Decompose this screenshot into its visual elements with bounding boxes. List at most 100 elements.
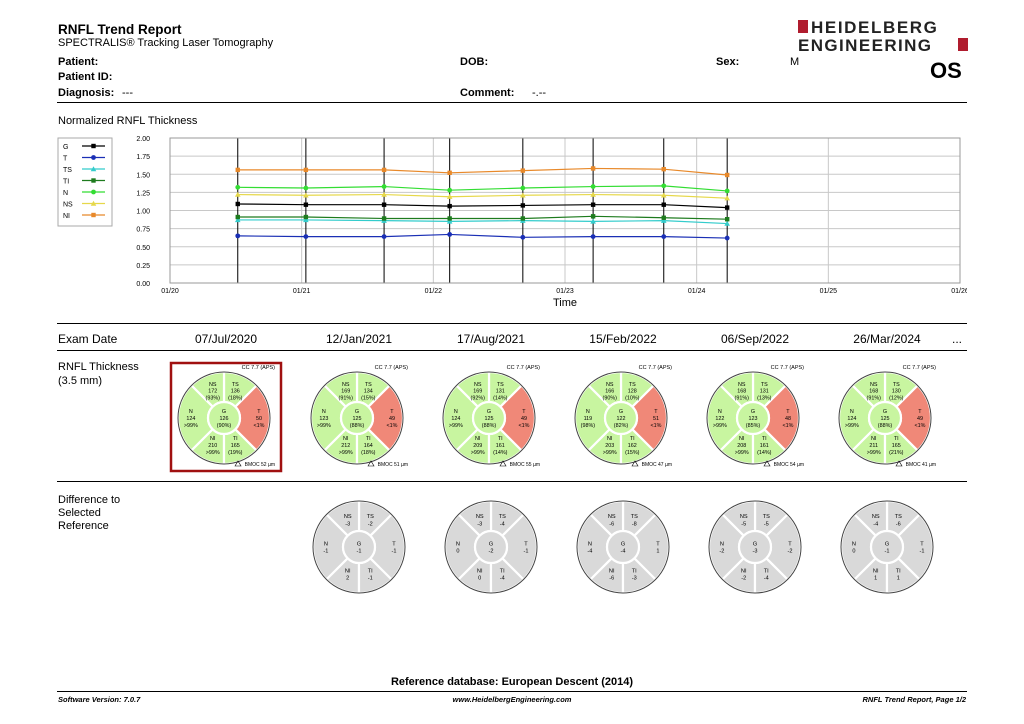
data-point [303,217,309,223]
sector-label-n: 122 [715,416,724,422]
difference-outline [840,500,934,594]
sector-label-ns: -3 [477,521,482,527]
sector-label-ns: 172 [208,389,217,395]
y-tick-label: 0.75 [136,227,150,234]
sector-label-t: 1 [656,549,659,555]
y-tick-label: 0.50 [136,245,150,252]
data-point [520,185,526,191]
sector-label-ts: TS [367,514,374,520]
data-point [235,167,240,173]
thickness-outline [177,371,271,465]
sector-label-ts: (12%) [889,396,904,402]
sector-label-ts: TS [365,382,372,388]
sector-label-ts: 130 [892,389,901,395]
sector-label-g: G [357,541,361,547]
sector-label-ni: NI [609,569,615,575]
sector-label-ti: TI [894,436,899,442]
exam-date-2[interactable]: 17/Aug/2021 [456,332,526,346]
thickness-circle-5[interactable]: G125(88%)T49<1%TS130(12%)NS168(91%)N124>… [830,361,944,473]
x-tick-label: 01/21 [293,288,311,295]
sector-label-ti: TI [500,569,505,575]
data-point [303,214,309,220]
exam-date-0[interactable]: 07/Jul/2020 [194,332,258,346]
delta-icon [499,460,507,467]
sector-label-ns: 166 [605,389,614,395]
sector-label-g: (88%) [482,423,497,429]
sector-label-ni: 208 [737,443,746,449]
sector-label-ni: NI [345,569,351,575]
data-point [381,202,387,207]
comment-label: Comment: [460,87,515,99]
sector-label-ts: TS [893,382,900,388]
series-g [235,201,730,210]
legend-item: T [63,155,105,163]
thickness-label: RNFL Thickness [58,361,139,373]
sector-label-g: (85%) [746,423,761,429]
exam-date-5[interactable]: 26/Mar/2024 [853,332,921,346]
difference-label-2: Selected [58,507,101,519]
sector-label-n: 123 [319,416,328,422]
svg-text:HEIDELBERG: HEIDELBERG [811,19,938,37]
legend-item: TI [63,178,105,186]
sector-label-ns: -4 [873,521,878,527]
exam-date-divider [57,350,967,351]
y-tick-label: 0.25 [136,263,150,270]
sector-label-g: G [222,409,226,415]
data-point [447,216,452,221]
sector-label-ts: 131 [760,389,769,395]
thickness-circle-0[interactable]: G126(90%)T50<1%TS136(18%)NS172(93%)N124>… [169,361,283,473]
exam-date-3[interactable]: 15/Feb/2022 [589,332,657,346]
sector-label-ni: NI [475,436,480,442]
sector-label-n: 0 [456,549,459,555]
sector-label-ni: >99% [206,450,220,456]
sector-label-ts: TS [629,382,636,388]
exam-date-4[interactable]: 06/Sep/2022 [720,332,790,346]
trend-chart: 0.00 0.25 0.50 0.75 1.00 1.25 1.50 1.75 2.00 01/2… [57,136,967,309]
data-point [303,185,309,191]
sector-label-ti: 162 [628,443,637,449]
sector-g [603,400,639,436]
exam-date-1[interactable]: 12/Jan/2021 [325,332,393,346]
bmoc-value: BMOC 47 µm [642,462,672,468]
website-link[interactable]: www.HeidelbergEngineering.com [452,695,572,704]
sector-label-g: -3 [753,549,758,555]
legend-item: G [63,143,105,151]
thickness-circle-2[interactable]: G125(88%)T49<1%TS131(14%)NS169(92%)N124>… [434,361,548,473]
y-tick-label: 2.00 [136,136,150,143]
sector-label-ti: -4 [764,576,769,582]
thickness-circle-4[interactable]: G123(85%)T48<1%TS131(13%)NS168(91%)N122>… [698,361,812,473]
thickness-circle-1[interactable]: G125(88%)T49<1%TS134(15%)NS169(91%)N123>… [302,361,416,473]
sector-label-ti: 1 [897,576,900,582]
sector-label-t: T [522,409,526,415]
sector-label-ni: NI [871,436,876,442]
delta-icon [763,460,771,467]
diagnosis-label: Diagnosis: [58,87,115,99]
sector-label-ns: NS [606,382,614,388]
sector-label-t: <1% [914,423,925,429]
sector-label-ti: TI [366,436,371,442]
sector-label-ni: NI [210,436,215,442]
data-point [724,188,730,194]
eye-indicator: OS [930,58,962,83]
thickness-divider [57,481,967,482]
sector-label-ns: NS [344,514,352,520]
data-point [661,234,667,239]
dob-label: DOB: [460,56,489,68]
sector-label-n: -2 [719,549,724,555]
svg-text:TI: TI [63,179,69,186]
sector-label-t: 49 [389,416,395,422]
thickness-circle-3[interactable]: G122(82%)T51<1%TS128(10%)NS166(90%)N119(… [566,361,680,473]
patient-label: Patient: [58,56,99,68]
exam-date-label: Exam Date [58,332,118,346]
page-number: RNFL Trend Report, Page 1/2 [862,695,967,704]
thickness-outline [574,371,668,465]
sector-label-ni: 2 [346,576,349,582]
sector-label-t: -1 [391,549,396,555]
sector-label-ns: (91%) [867,396,882,402]
more-exams[interactable]: ... [952,332,963,346]
bmoc-value: BMOC 51 µm [378,462,408,468]
sector-label-ni: 209 [473,443,482,449]
